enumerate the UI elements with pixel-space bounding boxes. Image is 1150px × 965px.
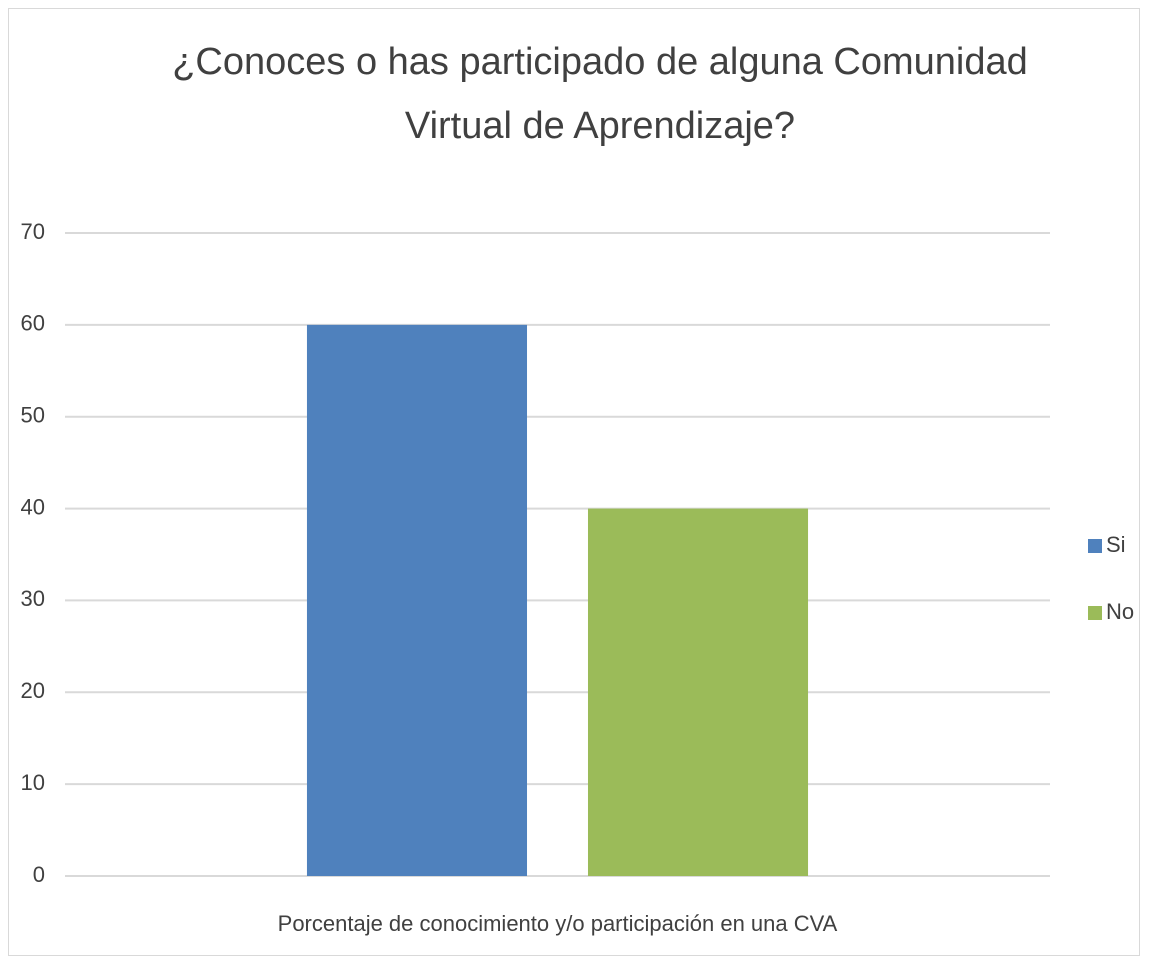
y-tick-label: 60 bbox=[21, 311, 45, 336]
bar bbox=[306, 324, 528, 876]
legend-swatch bbox=[1088, 606, 1102, 620]
chart-frame bbox=[8, 8, 1140, 956]
legend-swatch bbox=[1088, 539, 1102, 553]
chart-title: ¿Conoces o has participado de alguna Com… bbox=[172, 41, 1028, 147]
bar bbox=[587, 508, 809, 876]
y-tick-label: 40 bbox=[21, 494, 45, 519]
x-tick-label: Porcentaje de conocimiento y/o participa… bbox=[278, 911, 838, 936]
y-tick-label: 0 bbox=[33, 862, 45, 887]
y-tick-label: 30 bbox=[21, 586, 45, 611]
legend-label: No bbox=[1106, 599, 1134, 624]
y-tick-label: 10 bbox=[21, 770, 45, 795]
legend-label: Si bbox=[1106, 532, 1126, 557]
y-tick-label: 50 bbox=[21, 403, 45, 428]
y-tick-label: 20 bbox=[21, 678, 45, 703]
y-tick-label: 70 bbox=[21, 219, 45, 244]
